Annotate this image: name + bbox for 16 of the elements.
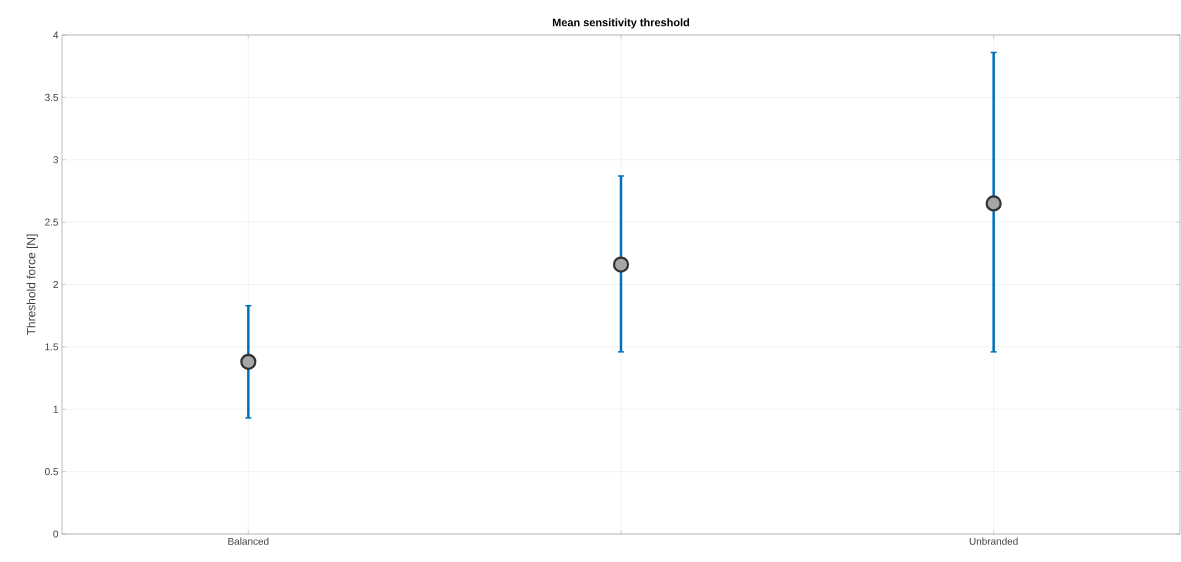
y-tick-label: 1 bbox=[53, 405, 58, 413]
chart-title: Mean sensitivity threshold bbox=[552, 18, 690, 29]
y-tick-label: 2 bbox=[53, 281, 58, 288]
x-tick-label: Balanced bbox=[228, 537, 269, 545]
x-tick-label: Unbranded bbox=[969, 537, 1018, 545]
point bbox=[240, 353, 257, 370]
y-tick-label: 0 bbox=[53, 530, 59, 538]
point bbox=[985, 195, 1002, 212]
y-tick-label: 3 bbox=[53, 156, 59, 164]
y-tick-label: 3.5 bbox=[45, 93, 59, 101]
y-tick-label: 2.5 bbox=[45, 218, 59, 226]
y-axis-title: Threshold force [N] bbox=[26, 234, 38, 336]
y-tick-label: 4 bbox=[53, 31, 59, 39]
y-tick-label: 1.5 bbox=[45, 343, 59, 351]
point bbox=[612, 256, 630, 273]
y-tick-label: 0.5 bbox=[45, 468, 59, 476]
